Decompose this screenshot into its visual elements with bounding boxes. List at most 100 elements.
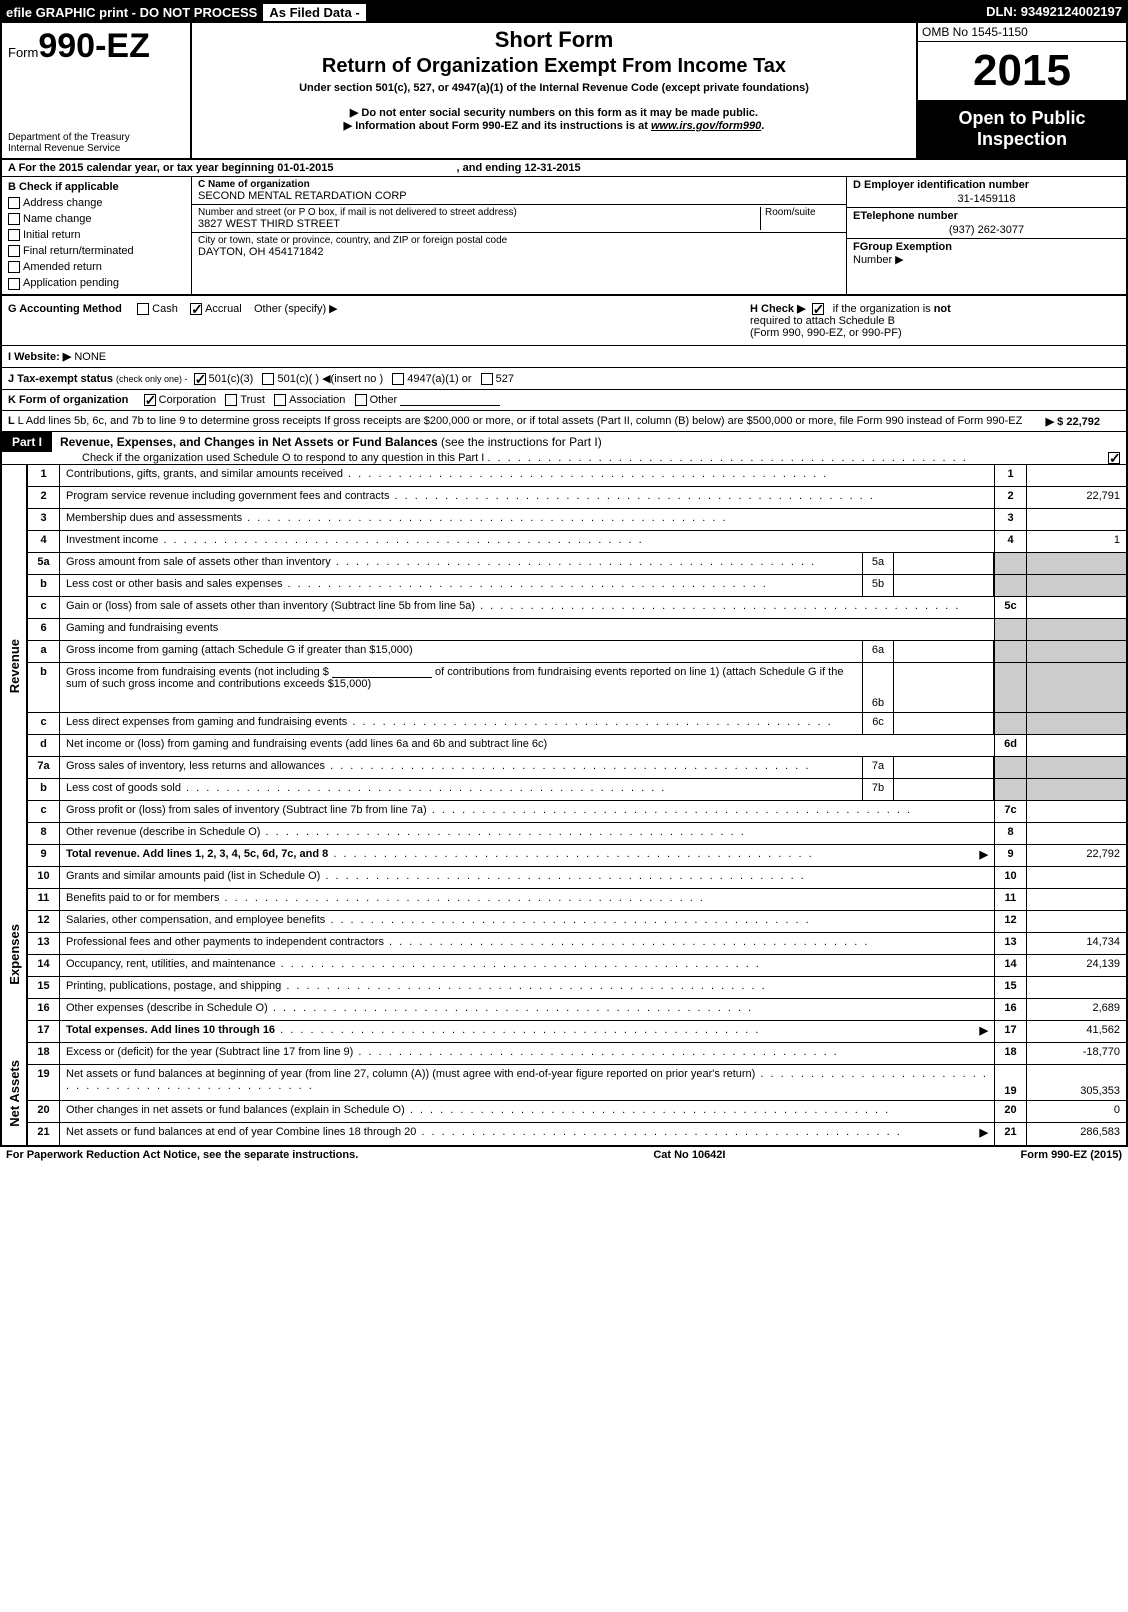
line-1-num: 1	[28, 465, 60, 486]
group-exempt-label2: Number ▶	[853, 253, 1120, 266]
line-11-val	[1026, 889, 1126, 910]
lbl-trust: Trust	[240, 394, 265, 406]
line-6c-mv	[894, 713, 994, 734]
net-assets-side-label: Net Assets	[2, 1043, 28, 1145]
chk-schedule-b[interactable]	[812, 303, 824, 315]
chk-address-change[interactable]	[8, 197, 20, 209]
chk-other-org[interactable]	[355, 394, 367, 406]
chk-accrual[interactable]	[190, 303, 202, 315]
phone-label: ETelephone number	[853, 210, 1120, 222]
line-2-desc: Program service revenue including govern…	[60, 487, 994, 508]
other-org-blank	[400, 394, 500, 406]
line-16-desc: Other expenses (describe in Schedule O)	[60, 999, 994, 1020]
col-c-org-info: C Name of organization SECOND MENTAL RET…	[192, 177, 846, 294]
lbl-527: 527	[496, 373, 514, 385]
g-label: G Accounting Method	[8, 303, 122, 315]
line-6d-val	[1026, 735, 1126, 756]
chk-initial-return[interactable]	[8, 229, 20, 241]
line-5b-rvgrey	[1026, 575, 1126, 596]
chk-corporation[interactable]	[144, 394, 156, 406]
open-public-badge: Open to Public Inspection	[918, 100, 1126, 158]
footer-cat-no: Cat No 10642I	[653, 1149, 725, 1161]
line-7b-rgrey	[994, 779, 1026, 800]
line-19-num: 19	[28, 1065, 60, 1100]
omb-number: OMB No 1545-1150	[918, 23, 1126, 42]
lbl-name-change: Name change	[23, 213, 92, 225]
lbl-amended-return: Amended return	[23, 261, 102, 273]
line-7c-val	[1026, 801, 1126, 822]
chk-final-return[interactable]	[8, 245, 20, 257]
row-a-begin: 01-01-2015	[277, 162, 333, 174]
row-a-pre: A For the 2015 calendar year, or tax yea…	[8, 162, 277, 174]
line-6-rgrey	[994, 619, 1026, 640]
line-7c-desc: Gross profit or (loss) from sales of inv…	[60, 801, 994, 822]
note-info: ▶ Information about Form 990-EZ and its …	[200, 119, 908, 132]
line-5c-num: c	[28, 597, 60, 618]
line-4-desc: Investment income	[60, 531, 994, 552]
lbl-association: Association	[289, 394, 345, 406]
ein-value: 31-1459118	[853, 193, 1120, 205]
line-6-rvgrey	[1026, 619, 1126, 640]
chk-schedule-o[interactable]	[1108, 452, 1120, 464]
irs-link[interactable]: www.irs.gov/form990	[651, 120, 761, 132]
h-not: not	[934, 303, 951, 315]
line-6b-rgrey	[994, 663, 1026, 712]
lbl-accrual: Accrual	[205, 303, 242, 315]
open-public-2: Inspection	[922, 129, 1122, 150]
line-7a-mv	[894, 757, 994, 778]
ein-label: D Employer identification number	[853, 179, 1120, 191]
line-6a-rgrey	[994, 641, 1026, 662]
note-ssn: ▶ Do not enter social security numbers o…	[200, 106, 908, 119]
chk-application-pending[interactable]	[8, 278, 20, 290]
l-text: L Add lines 5b, 6c, and 7b to line 9 to …	[18, 415, 1023, 427]
line-5a-rvgrey	[1026, 553, 1126, 574]
dots	[487, 452, 967, 464]
row-gh: G Accounting Method Cash Accrual Other (…	[2, 296, 1126, 346]
chk-501c[interactable]	[262, 373, 274, 385]
line-5a-num: 5a	[28, 553, 60, 574]
line-10-desc: Grants and similar amounts paid (list in…	[60, 867, 994, 888]
chk-association[interactable]	[274, 394, 286, 406]
line-16-num: 16	[28, 999, 60, 1020]
line-17-desc: Total expenses. Add lines 10 through 16▶	[60, 1021, 994, 1042]
line-7c-num: c	[28, 801, 60, 822]
line-13-num: 13	[28, 933, 60, 954]
efile-label: efile GRAPHIC print - DO NOT PROCESS	[6, 5, 257, 20]
line-13-rnum: 13	[994, 933, 1026, 954]
revenue-side-label: Revenue	[2, 465, 28, 867]
line-8-val	[1026, 823, 1126, 844]
line-6b-mv	[894, 663, 994, 712]
line-10-val	[1026, 867, 1126, 888]
chk-527[interactable]	[481, 373, 493, 385]
website-value: NONE	[74, 351, 106, 363]
chk-cash[interactable]	[137, 303, 149, 315]
lbl-cash: Cash	[152, 303, 178, 315]
line-8-rnum: 8	[994, 823, 1026, 844]
col-b-checkboxes: B Check if applicable Address change Nam…	[2, 177, 192, 294]
line-11-desc: Benefits paid to or for members	[60, 889, 994, 910]
line-6d-rnum: 6d	[994, 735, 1026, 756]
chk-trust[interactable]	[225, 394, 237, 406]
chk-501c3[interactable]	[194, 373, 206, 385]
lbl-other-org: Other	[370, 394, 398, 406]
part-1-badge: Part I	[2, 432, 52, 452]
chk-4947[interactable]	[392, 373, 404, 385]
line-5c-rnum: 5c	[994, 597, 1026, 618]
line-6c-rvgrey	[1026, 713, 1126, 734]
row-l-gross-receipts: L L Add lines 5b, 6c, and 7b to line 9 t…	[2, 411, 1126, 432]
chk-amended-return[interactable]	[8, 261, 20, 273]
form-header: Form990-EZ Department of the Treasury In…	[2, 23, 1126, 160]
h-label: H Check ▶	[750, 303, 806, 315]
line-5a-mv	[894, 553, 994, 574]
chk-name-change[interactable]	[8, 213, 20, 225]
line-5b-num: b	[28, 575, 60, 596]
title-short-form: Short Form	[200, 27, 908, 53]
title-return: Return of Organization Exempt From Incom…	[200, 55, 908, 78]
line-1-val	[1026, 465, 1126, 486]
line-9-rnum: 9	[994, 845, 1026, 866]
footer-form-ref: Form 990-EZ (2015)	[1021, 1149, 1122, 1161]
line-6b-mn: 6b	[862, 663, 894, 712]
part-1-title-suffix: (see the instructions for Part I)	[438, 435, 602, 449]
line-21-num: 21	[28, 1123, 60, 1145]
line-7a-rvgrey	[1026, 757, 1126, 778]
